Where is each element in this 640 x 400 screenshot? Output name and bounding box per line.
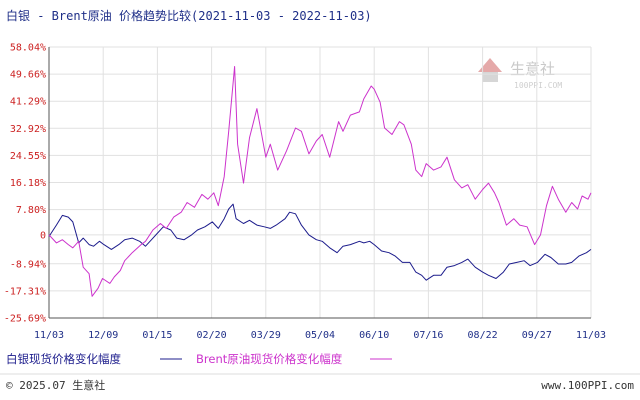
y-tick-label: 16.18%	[10, 178, 46, 189]
y-tick-label: 49.66%	[10, 70, 46, 81]
x-axis-ticks: 11/03 12/09 01/15 02/20 03/29 05/04 06/10 07/16…	[34, 330, 606, 341]
chart-axes	[48, 47, 591, 319]
x-tick-label: 11/03	[576, 330, 606, 341]
footer-copyright: © 2025.07 生意社	[6, 378, 105, 392]
y-tick-label: 32.92%	[10, 124, 46, 135]
chart-grid	[48, 46, 592, 319]
x-tick-label: 01/15	[142, 330, 172, 341]
watermark-house-icon	[482, 72, 498, 82]
y-axis-ticks: 58.04% 49.66% 41.29% 32.92% 24.55% 16.18% 7.80…	[4, 43, 46, 325]
x-tick-label: 07/16	[413, 330, 443, 341]
x-tick-label: 03/29	[251, 330, 281, 341]
series-line-silver	[48, 203, 592, 281]
watermark-url: 100PPI.COM	[514, 81, 562, 90]
y-tick-label: 7.80%	[16, 205, 46, 216]
y-tick-label: 41.29%	[10, 97, 46, 108]
chart-legend: 白银现货价格变化幅度 Brent原油现货价格变化幅度	[6, 352, 392, 366]
x-tick-label: 06/10	[359, 330, 389, 341]
chart-title: 白银 - Brent原油 价格趋势比较(2021-11-03 - 2022-11…	[6, 8, 372, 23]
footer-website: www.100PPI.com	[541, 379, 634, 392]
series-lines	[48, 66, 592, 297]
series-line-brent	[48, 66, 592, 297]
legend-label-brent: Brent原油现货价格变化幅度	[196, 352, 343, 366]
x-tick-label: 12/09	[88, 330, 118, 341]
x-tick-label: 05/04	[305, 330, 335, 341]
y-tick-label: -25.69%	[4, 314, 46, 325]
y-tick-label: 0	[40, 230, 46, 241]
x-tick-label: 02/20	[197, 330, 227, 341]
y-tick-label: 24.55%	[10, 151, 46, 162]
y-tick-label: 58.04%	[10, 43, 46, 54]
x-tick-label: 08/22	[468, 330, 498, 341]
x-tick-label: 09/27	[522, 330, 552, 341]
watermark-logo: 生意社 100PPI.COM	[478, 58, 562, 90]
legend-label-silver: 白银现货价格变化幅度	[6, 352, 121, 366]
y-tick-label: -17.31%	[4, 286, 46, 297]
y-tick-label: -8.94%	[10, 259, 46, 270]
watermark-name: 生意社	[510, 60, 555, 78]
watermark-roof-icon	[478, 58, 502, 72]
x-tick-label: 11/03	[34, 330, 64, 341]
